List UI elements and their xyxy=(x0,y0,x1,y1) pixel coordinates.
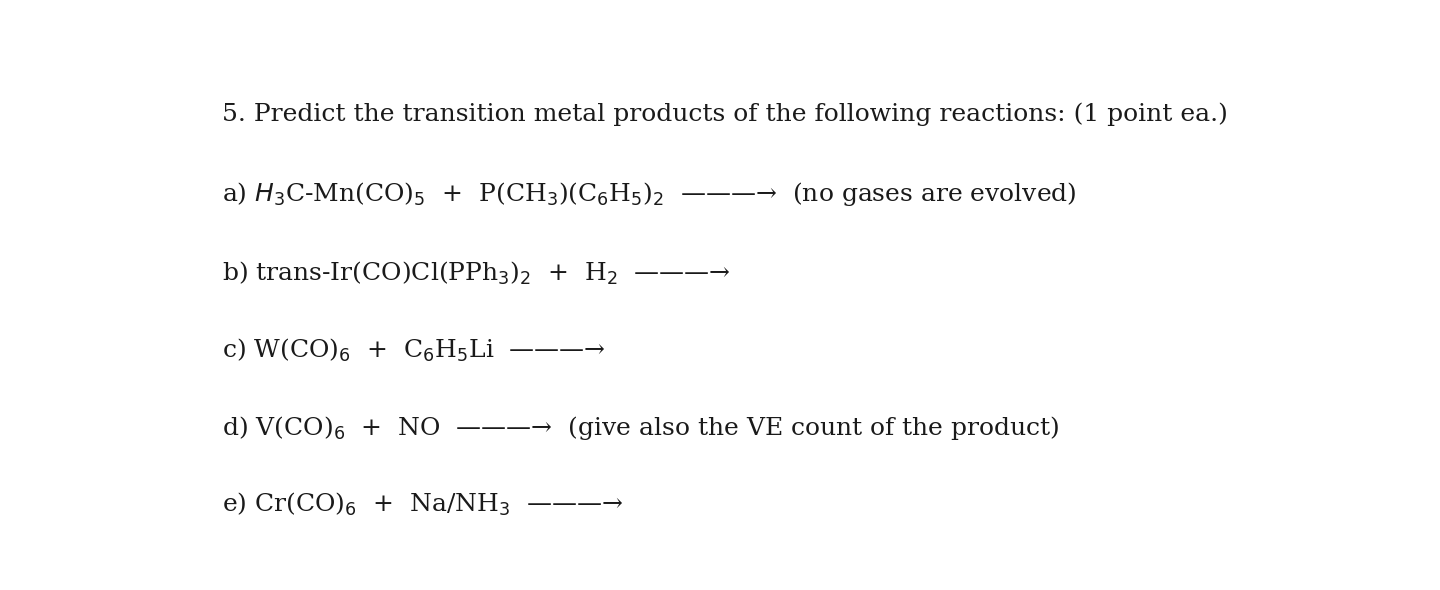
Text: 5. Predict the transition metal products of the following reactions: (1 point ea: 5. Predict the transition metal products… xyxy=(222,103,1228,126)
Text: a) $H_3$C-Mn(CO)$_5$  +  P(CH$_3$)(C$_6$H$_5$)$_2$  ———→  (no gases are evolved): a) $H_3$C-Mn(CO)$_5$ + P(CH$_3$)(C$_6$H$… xyxy=(222,180,1077,208)
Text: e) Cr(CO)$_6$  +  Na/NH$_3$  ———→: e) Cr(CO)$_6$ + Na/NH$_3$ ———→ xyxy=(222,491,624,518)
Text: d) V(CO)$_6$  +  NO  ———→  (give also the VE count of the product): d) V(CO)$_6$ + NO ———→ (give also the VE… xyxy=(222,414,1060,442)
Text: c) W(CO)$_6$  +  C$_6$H$_5$Li  ———→: c) W(CO)$_6$ + C$_6$H$_5$Li ———→ xyxy=(222,336,606,364)
Text: b) trans-Ir(CO)Cl(PPh$_3$)$_2$  +  H$_2$  ———→: b) trans-Ir(CO)Cl(PPh$_3$)$_2$ + H$_2$ —… xyxy=(222,260,732,287)
